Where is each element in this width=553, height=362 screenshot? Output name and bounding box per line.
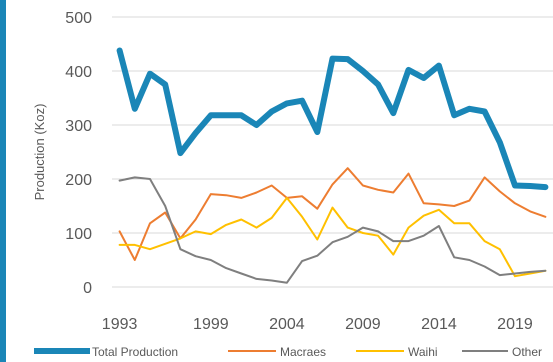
y-tick-labels: 0 100 200 300 400 500 xyxy=(65,10,92,297)
y-tick-label: 300 xyxy=(65,118,92,135)
legend-label-total-production: Total Production xyxy=(92,345,178,359)
y-axis-title: Production (Koz) xyxy=(32,104,47,201)
series-line-other xyxy=(118,176,547,284)
legend-label-waihi: Waihi xyxy=(408,345,438,359)
y-tick-label: 500 xyxy=(65,10,92,27)
x-tick-label: 2019 xyxy=(497,316,533,333)
y-tick-label: 0 xyxy=(83,280,92,297)
x-tick-label: 2014 xyxy=(421,316,457,333)
x-tick-label: 1993 xyxy=(102,316,138,333)
x-tick-labels: 1993 1999 2004 2009 2014 2019 xyxy=(102,316,533,333)
series-lines xyxy=(116,47,549,284)
y-tick-label: 100 xyxy=(65,226,92,243)
series-line-total-production xyxy=(116,47,549,191)
legend-label-macraes: Macraes xyxy=(280,345,326,359)
series-line-macraes xyxy=(118,167,547,261)
x-tick-label: 2009 xyxy=(345,316,381,333)
y-tick-label: 200 xyxy=(65,172,92,189)
accent-bar xyxy=(0,0,6,362)
x-tick-label: 1999 xyxy=(193,316,229,333)
legend: Total Production Macraes Waihi Other xyxy=(34,345,542,359)
y-tick-label: 400 xyxy=(65,64,92,81)
x-tick-label: 2004 xyxy=(269,316,305,333)
series-line-waihi xyxy=(118,196,547,278)
legend-label-other: Other xyxy=(512,345,542,359)
